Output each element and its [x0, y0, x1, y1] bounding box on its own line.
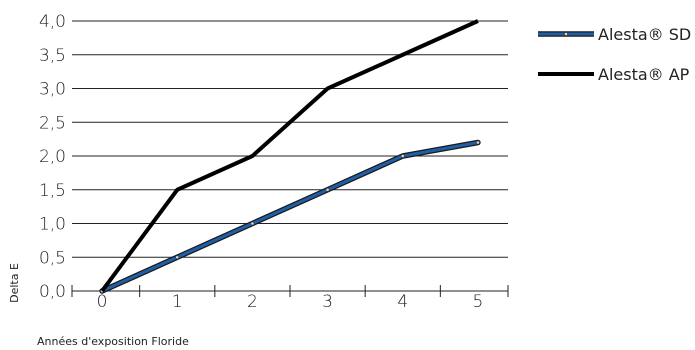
- series-lines: [99, 19, 481, 294]
- y-tick-label: 1,5: [39, 181, 66, 201]
- data-point: [175, 255, 180, 260]
- x-tick-label: 1: [172, 292, 183, 312]
- x-tick-label: 5: [473, 292, 484, 312]
- legend: Alesta® SD Alesta® AP: [538, 25, 691, 84]
- data-point: [250, 221, 255, 226]
- series-line: [100, 19, 479, 293]
- y-tick-label: 3,0: [39, 80, 66, 100]
- x-tick-label: 3: [322, 292, 333, 312]
- data-point: [476, 140, 480, 145]
- x-tick-labels: 0 1 2 3 4 5: [97, 292, 484, 312]
- x-axis-title: Années d'exposition Floride: [37, 335, 189, 348]
- series-line: [100, 141, 480, 293]
- legend-marker: [564, 32, 568, 36]
- data-point: [400, 154, 405, 158]
- legend-label: Alesta® SD: [598, 25, 691, 44]
- grid: [72, 20, 508, 258]
- y-tick-label: 0,5: [39, 248, 66, 268]
- y-tick-label: 3,5: [39, 46, 66, 66]
- y-tick-label: 0,0: [39, 282, 66, 302]
- y-axis-title: Delta E: [8, 263, 21, 303]
- x-tick-label: 4: [397, 292, 408, 312]
- x-tick-label: 0: [97, 292, 108, 312]
- x-tick-label: 2: [247, 292, 258, 312]
- y-tick-labels: 0,0 0,5 1,0 1,5 2,0 2,5 3,0 3,5 4,0: [39, 12, 66, 302]
- y-tick-label: 2,0: [39, 147, 66, 167]
- legend-label: Alesta® AP: [598, 65, 690, 84]
- data-point: [325, 187, 330, 192]
- y-tick-label: 4,0: [39, 12, 66, 32]
- axes: [71, 285, 509, 297]
- y-tick-label: 2,5: [39, 113, 66, 133]
- y-tick-label: 1,0: [39, 215, 66, 235]
